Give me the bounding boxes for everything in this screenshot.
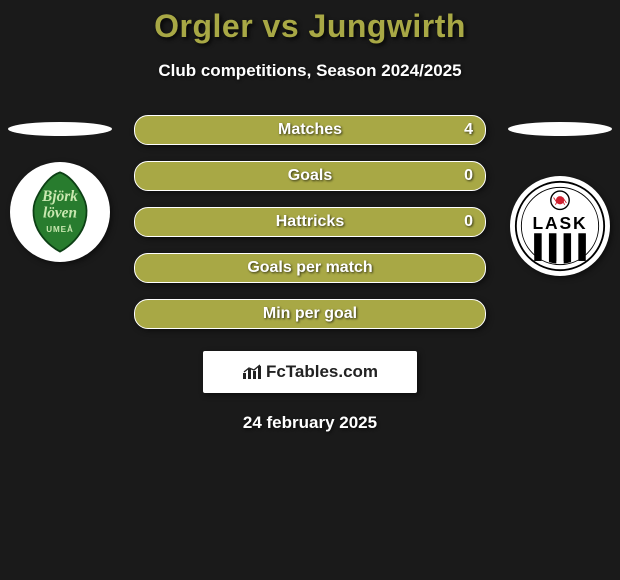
stats-list: Matches 4 Goals 0 Hattricks 0 Goals per … bbox=[134, 115, 486, 329]
stat-row-min-per-goal: Min per goal bbox=[134, 299, 486, 329]
left-club-badge[interactable]: Björk löven UMEÅ bbox=[10, 162, 110, 262]
lask-badge-icon: LASK bbox=[514, 180, 606, 272]
subtitle: Club competitions, Season 2024/2025 bbox=[0, 61, 620, 81]
right-player-photo-placeholder bbox=[508, 122, 612, 136]
stat-right-value: 4 bbox=[464, 121, 473, 139]
stat-label: Min per goal bbox=[263, 305, 357, 323]
chart-icon bbox=[242, 364, 262, 380]
content-area: Björk löven UMEÅ LASK bbox=[0, 115, 620, 433]
stat-label: Hattricks bbox=[276, 213, 344, 231]
stat-right-value: 0 bbox=[464, 213, 473, 231]
stat-row-goals: Goals 0 bbox=[134, 161, 486, 191]
date-label: 24 february 2025 bbox=[0, 413, 620, 433]
brand-label: FcTables.com bbox=[242, 362, 378, 382]
stat-row-matches: Matches 4 bbox=[134, 115, 486, 145]
svg-text:LASK: LASK bbox=[533, 213, 588, 233]
stat-label: Matches bbox=[278, 121, 342, 139]
bjorkloven-badge-icon: Björk löven UMEÅ bbox=[15, 167, 105, 257]
comparison-card: Orgler vs Jungwirth Club competitions, S… bbox=[0, 0, 620, 433]
stat-label: Goals per match bbox=[247, 259, 372, 277]
svg-text:UMEÅ: UMEÅ bbox=[46, 225, 73, 234]
left-player-column: Björk löven UMEÅ bbox=[0, 115, 120, 262]
page-title: Orgler vs Jungwirth bbox=[0, 8, 620, 45]
left-player-photo-placeholder bbox=[8, 122, 112, 136]
stat-right-value: 0 bbox=[464, 167, 473, 185]
right-club-badge[interactable]: LASK bbox=[510, 176, 610, 276]
brand-text: FcTables.com bbox=[266, 362, 378, 382]
svg-text:Björk: Björk bbox=[41, 188, 78, 205]
stat-label: Goals bbox=[288, 167, 332, 185]
brand-link[interactable]: FcTables.com bbox=[203, 351, 417, 393]
right-player-column: LASK bbox=[500, 115, 620, 276]
stat-row-goals-per-match: Goals per match bbox=[134, 253, 486, 283]
stat-row-hattricks: Hattricks 0 bbox=[134, 207, 486, 237]
svg-text:löven: löven bbox=[43, 204, 77, 221]
